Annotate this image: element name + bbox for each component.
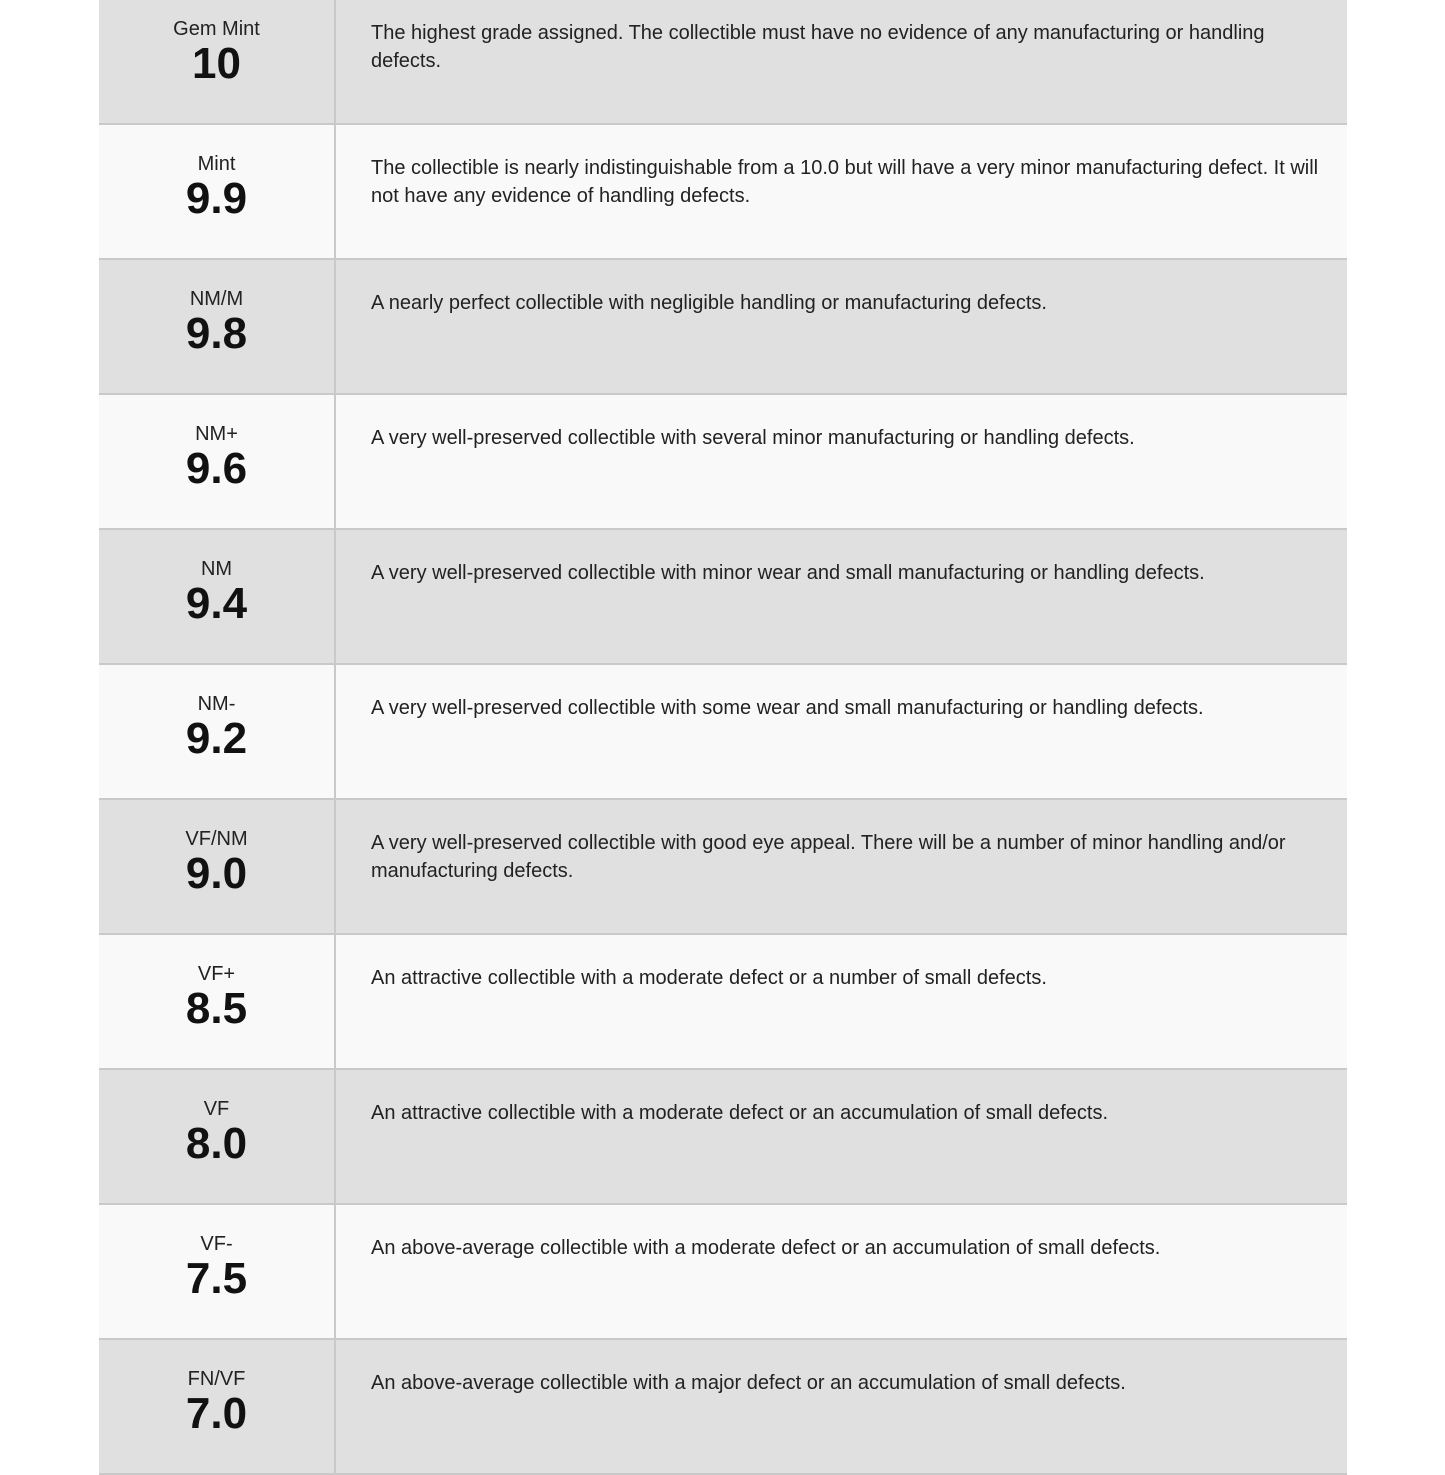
grade-label: VF- <box>200 1233 233 1255</box>
grade-label: NM- <box>197 693 236 715</box>
grade-row: NM+ 9.6 A very well-preserved collectible … <box>99 395 1347 530</box>
grade-description: The highest grade assigned. The collecti… <box>371 22 1265 72</box>
grade-row: VF/NM 9.0 A very well-preserved collectibl… <box>99 800 1347 935</box>
grade-value: 7.5 <box>185 1254 248 1303</box>
grade-row: FN/VF 7.0 An above-average collectible wit… <box>99 1340 1347 1475</box>
grade-label: VF+ <box>197 963 236 985</box>
grade-value: 10 <box>192 39 241 88</box>
grade-value: 7.0 <box>185 1389 248 1438</box>
grade-description: A very well-preserved collectible with s… <box>371 427 1135 449</box>
grade-label: Gem Mint <box>173 18 260 40</box>
grade-row: Mint 9.9 The collectible is nearly indisti… <box>99 125 1347 260</box>
grade-cell: VF 8.0 <box>99 1070 336 1203</box>
grade-label: NM <box>200 558 233 580</box>
grade-label: VF <box>203 1098 230 1120</box>
grade-value: 8.0 <box>185 1119 248 1168</box>
grading-table: Gem Mint 10 The highest grade assigned. Th… <box>99 0 1347 1475</box>
grade-row: VF+ 8.5 An attractive collectible with a m… <box>99 935 1347 1070</box>
grade-label: Mint <box>197 153 236 175</box>
grade-description: An above-average collectible with a mode… <box>371 1237 1161 1259</box>
grade-row: Gem Mint 10 The highest grade assigned. Th… <box>99 0 1347 125</box>
grade-label: NM+ <box>195 423 238 445</box>
grade-cell: NM/M 9.8 <box>99 260 336 393</box>
grade-value: 9.6 <box>185 444 248 493</box>
grade-cell: NM- 9.2 <box>99 665 336 798</box>
grade-description: An attractive collectible with a moderat… <box>371 967 1047 989</box>
grade-value: 9.9 <box>185 174 248 223</box>
grade-value: 8.5 <box>185 984 248 1033</box>
grade-row: NM- 9.2 A very well-preserved collectible … <box>99 665 1347 800</box>
grade-description: The collectible is nearly indistinguisha… <box>371 157 1319 207</box>
grade-cell: Mint 9.9 <box>99 125 336 258</box>
grade-value: 9.0 <box>185 849 248 898</box>
grade-cell: VF/NM 9.0 <box>99 800 336 933</box>
grade-cell: Gem Mint 10 <box>99 0 336 123</box>
grade-row: VF 8.0 An attractive collectible with a mo… <box>99 1070 1347 1205</box>
grade-description: A very well-preserved collectible with g… <box>371 832 1286 882</box>
grade-label: VF/NM <box>185 828 248 850</box>
grade-value: 9.4 <box>185 579 248 628</box>
grade-cell: NM 9.4 <box>99 530 336 663</box>
grade-cell: VF- 7.5 <box>99 1205 336 1338</box>
grade-label: NM/M <box>189 288 244 310</box>
grade-cell: FN/VF 7.0 <box>99 1340 336 1473</box>
grade-value: 9.8 <box>185 309 248 358</box>
grade-row: NM 9.4 A very well-preserved collectible w… <box>99 530 1347 665</box>
grade-description: An attractive collectible with a moderat… <box>371 1102 1109 1124</box>
grade-cell: VF+ 8.5 <box>99 935 336 1068</box>
grade-row: VF- 7.5 An above-average collectible with … <box>99 1205 1347 1340</box>
grade-description: A very well-preserved collectible with s… <box>371 697 1204 719</box>
grade-value: 9.2 <box>185 714 248 763</box>
grade-description: A nearly perfect collectible with neglig… <box>371 292 1047 314</box>
grade-description: A very well-preserved collectible with m… <box>371 562 1205 584</box>
grade-cell: NM+ 9.6 <box>99 395 336 528</box>
grade-label: FN/VF <box>187 1368 246 1390</box>
grade-description: An above-average collectible with a majo… <box>371 1372 1126 1394</box>
grade-row: NM/M 9.8 A nearly perfect collectible with… <box>99 260 1347 395</box>
